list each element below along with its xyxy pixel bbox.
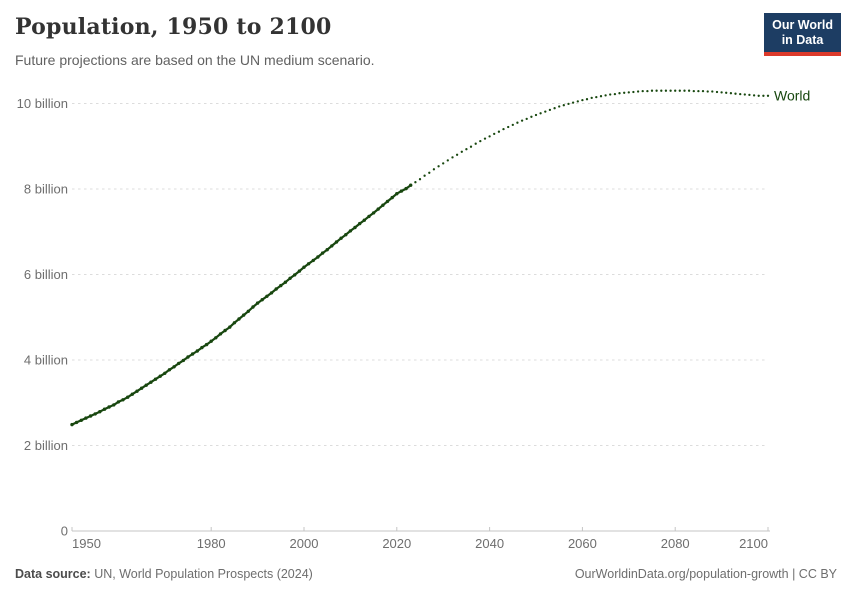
y-gridlines: [72, 103, 768, 446]
owid-logo[interactable]: Our World in Data: [764, 13, 841, 56]
x-axis: 1950 1980 2000 2020 2040 2060 2080 2100: [71, 527, 770, 551]
page-title: Population, 1950 to 2100: [15, 14, 332, 40]
chart-subtitle: Future projections are based on the UN m…: [15, 52, 375, 68]
chart-footer: Data source: UN, World Population Prospe…: [15, 567, 837, 581]
world-line-historical[interactable]: [70, 183, 413, 427]
owid-logo-line2: in Data: [781, 33, 824, 47]
x-tick-label: 2080: [661, 536, 690, 551]
owid-logo-line1: Our World: [772, 18, 833, 32]
world-series-label[interactable]: World: [774, 87, 810, 103]
x-tick-label: 2060: [568, 536, 597, 551]
data-source-text: UN, World Population Prospects (2024): [90, 567, 313, 581]
x-tick-label: 2040: [475, 536, 504, 551]
world-line-projection[interactable]: [414, 89, 770, 184]
y-axis-labels: 0 2 billion 4 billion 6 billion 8 billion 10 …: [17, 96, 68, 539]
y-tick-label: 0: [61, 524, 68, 539]
x-tick-label: 2020: [382, 536, 411, 551]
x-tick-label: 2100: [739, 536, 768, 551]
y-tick-label: 6 billion: [24, 267, 68, 282]
data-source: Data source: UN, World Population Prospe…: [15, 567, 313, 581]
y-tick-label: 2 billion: [24, 438, 68, 453]
y-tick-label: 10 billion: [17, 96, 68, 111]
data-source-label: Data source:: [15, 567, 91, 581]
credit-link[interactable]: OurWorldinData.org/population-growth | C…: [574, 567, 837, 581]
x-tick-label: 1980: [197, 536, 226, 551]
y-tick-label: 8 billion: [24, 182, 68, 197]
x-tick-label: 1950: [72, 536, 101, 551]
y-tick-label: 4 billion: [24, 353, 68, 368]
x-tick-label: 2000: [290, 536, 319, 551]
